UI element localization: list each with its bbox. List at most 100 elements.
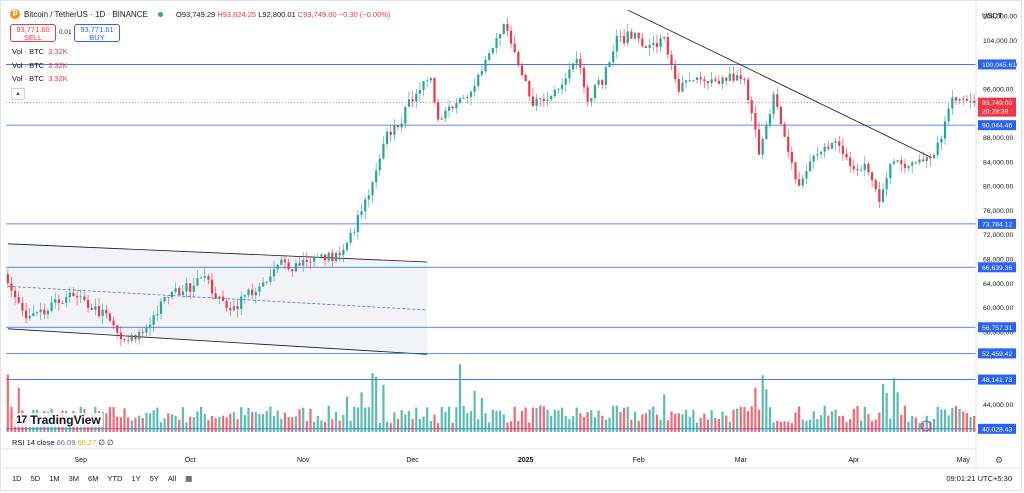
volume-legend-3[interactable]: Vol · BTC 3.32K [12,74,68,83]
volume-bar [641,414,644,432]
candle-body [367,195,370,200]
candle [214,286,217,299]
candle [706,80,710,91]
volume-bar [885,392,888,432]
volume-bar [243,415,246,432]
x-tick-label: Feb [633,457,645,464]
volume-bar [710,410,713,432]
clock[interactable]: 09:01:21 UTC+5:30 [946,474,1012,483]
volume-bar [929,421,932,432]
candle [517,50,520,67]
candle [90,304,93,311]
volume-bar [553,409,556,432]
candle-body [276,264,279,270]
candle [677,72,680,95]
y-tick-label: 44,000.00 [983,402,1013,409]
volume-bar [779,421,782,432]
x-tick-label: Oct [185,457,196,464]
tf-3m[interactable]: 3M [68,474,80,483]
candle-body [134,335,137,340]
volume-bar [342,415,345,432]
candle [148,317,152,336]
tf-5y[interactable]: 5Y [149,474,159,483]
candle-body [152,315,155,325]
volume-bar [484,413,487,432]
volume-bar [488,422,491,432]
volume-bar [247,407,250,432]
candle-body [437,102,440,120]
volume-bar [612,405,615,432]
candle [688,71,691,83]
candle-body [870,172,874,181]
candle-body [849,157,852,166]
volume-bar [652,406,655,432]
candle [54,292,57,309]
volume-bar [699,417,702,432]
candle-body [688,80,691,82]
volume-bar [805,420,808,432]
volume-bar [276,410,279,432]
candle-body [677,79,680,92]
tf-5d[interactable]: 5D [30,474,41,483]
candle-body [914,162,917,164]
candle [79,289,82,304]
sell-button[interactable]: 93,771.60 SELL [10,24,56,42]
volume-legend-2[interactable]: Vol · BTC 3.32K [12,61,68,70]
price-level-label: 100,045.61 [982,62,1016,69]
y-tick-label: 56,000.00 [983,329,1013,336]
tf-all[interactable]: All [167,474,177,483]
currency-label[interactable]: USDT [982,11,1003,20]
candle [608,61,611,68]
y-tick-label: 64,000.00 [983,281,1013,288]
buy-price: 93,771.61 [80,25,114,34]
volume-bar [827,415,830,432]
buy-button[interactable]: 93,771.61 BUY [74,24,120,42]
candle [801,174,804,189]
volume-bar [845,422,848,432]
candle-body [378,158,381,171]
volume-bar [170,414,174,432]
volume-bar [473,390,476,432]
volume-bar [196,411,199,432]
candle [885,172,888,197]
candle [586,84,589,107]
volume-legend-1[interactable]: Vol · BTC 3.32K [12,47,68,56]
volume-bar [385,421,389,432]
candle-body [203,276,206,278]
candle [240,291,243,316]
tf-1y[interactable]: 1Y [131,474,141,483]
candle [116,324,119,338]
candle-body [717,80,721,84]
candle-body [10,283,13,291]
candle [294,259,297,273]
tf-6m[interactable]: 6M [88,474,99,483]
candle-body [965,99,968,101]
tf-1m[interactable]: 1M [49,474,60,483]
candle [225,298,228,312]
symbol-header[interactable]: ₿ Bitcoin / TetherUS · 1D · BINANCE [10,9,163,19]
tf-1d[interactable]: 1D [12,474,22,483]
volume-bar [261,414,265,432]
price-level-tag [978,374,1016,385]
settings-gear-icon[interactable]: ⚙ [995,455,1004,465]
candle-body [827,146,830,149]
y-tick-label: 80,000.00 [983,184,1013,191]
volume-bar [159,422,163,432]
candle-body [932,154,936,159]
tf-ytd[interactable]: YTD [107,474,123,483]
candle-body [922,159,925,162]
calendar-icon[interactable]: ▦ [185,474,193,483]
rsi-legend[interactable]: RSI 14 close 66.09 60.27 ∅ ∅ [12,438,114,447]
candle [138,328,141,345]
candle-body [393,125,396,136]
candle-body [900,160,903,164]
volume-bar [703,413,706,432]
candle-body [499,34,502,39]
collapse-legend-icon[interactable]: ▲ [11,88,25,100]
candle-body [502,24,505,35]
volume-bar [783,421,786,432]
candle-body [411,99,414,102]
candle [841,138,844,162]
candle [356,210,359,240]
